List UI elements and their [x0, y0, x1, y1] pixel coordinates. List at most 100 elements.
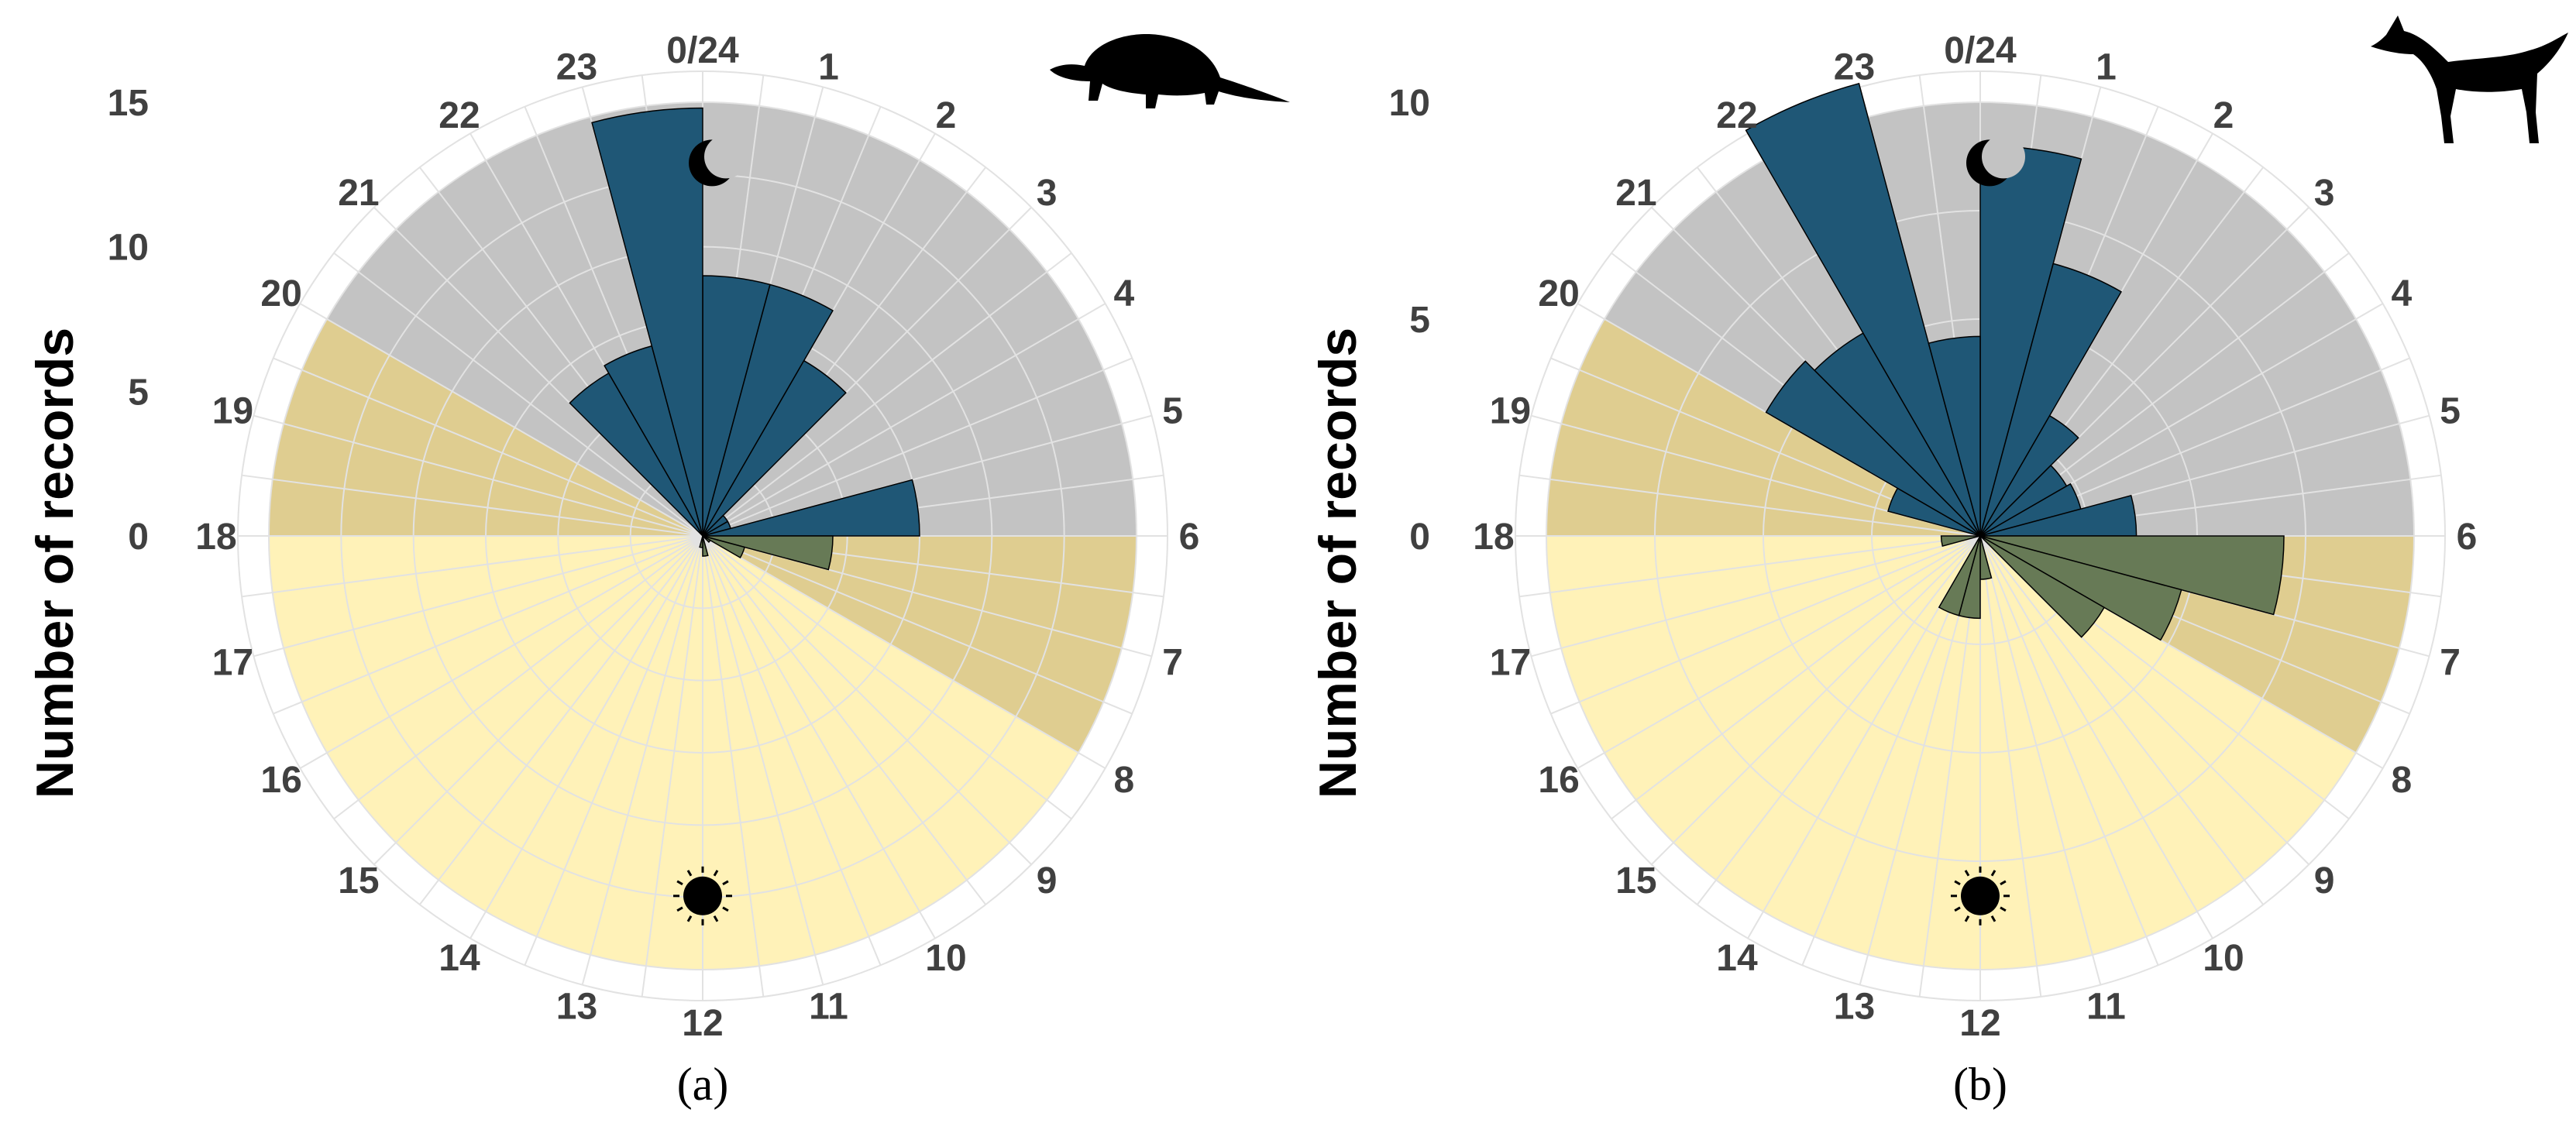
grid-spoke: [469, 535, 703, 939]
grid-spoke: [333, 535, 703, 820]
grid-spoke: [299, 535, 703, 769]
bar-hour-17: [1940, 535, 1981, 547]
hour-label-12: 12: [682, 1003, 723, 1044]
grid-spoke: [524, 535, 703, 966]
fox-icon: [2371, 15, 2568, 143]
hour-label-11: 11: [2086, 987, 2126, 1028]
armadillo-icon: [1050, 34, 1290, 108]
y-tick-label: 5: [128, 372, 149, 413]
bar-hour-7: [702, 535, 746, 559]
grid-spoke: [702, 535, 765, 998]
hour-label-13: 13: [556, 987, 597, 1028]
grid-spoke: [702, 535, 824, 985]
grid-spoke: [418, 535, 703, 905]
bar-hour-1: [702, 283, 834, 537]
twilight-sector: [703, 536, 1137, 753]
y-tick-label: 0: [1409, 517, 1430, 558]
panel-label: (b): [1953, 1059, 2007, 1110]
hour-label-23: 23: [1834, 46, 1875, 88]
grid-spoke: [702, 252, 1072, 537]
grid-spoke: [1979, 535, 2265, 905]
hour-label-15: 15: [1615, 860, 1656, 901]
hour-label-2: 2: [2213, 95, 2234, 136]
hour-label-16: 16: [260, 760, 301, 801]
polar-chart-a: 0/24 123456789101112131415161718192021222…: [26, 30, 1290, 1110]
twilight-sector: [269, 319, 703, 536]
grid-spoke: [702, 535, 936, 939]
sun-icon: [673, 866, 732, 925]
bar-hour-8: [1979, 535, 2106, 638]
hour-label-14: 14: [439, 938, 480, 979]
hour-label-5: 5: [1162, 391, 1183, 432]
hour-label-4: 4: [2392, 273, 2413, 314]
hour-label-14: 14: [1716, 938, 1758, 979]
grid-ring: [1515, 70, 2446, 1001]
hour-label-7: 7: [1162, 643, 1183, 684]
grid-spoke: [373, 535, 703, 865]
bar-hour-5: [702, 479, 920, 537]
bar-hour-23: [591, 107, 703, 537]
hour-label-20: 20: [1538, 273, 1579, 314]
hour-label-10: 10: [925, 938, 966, 979]
grid-spoke: [253, 414, 703, 537]
grid-ring: [237, 70, 1168, 1001]
moon-icon: [1966, 135, 2025, 187]
grid-spoke: [702, 535, 1106, 769]
y-axis-title: Number of records: [26, 328, 84, 798]
bar-hour-13: [1938, 535, 1981, 616]
grid-spoke: [1979, 535, 2159, 966]
hour-label-12: 12: [1959, 1003, 2000, 1044]
y-axis-title: Number of records: [1309, 328, 1367, 798]
hour-label-3: 3: [2314, 173, 2335, 214]
panel-label: (a): [677, 1059, 729, 1110]
hour-label-21: 21: [338, 173, 379, 214]
bar-hour-12: [699, 535, 703, 548]
hour-label-17: 17: [212, 643, 253, 684]
bar-hour-7: [1979, 535, 2182, 641]
grid-spoke: [702, 535, 882, 966]
grid-spoke: [241, 474, 703, 537]
grid-spoke: [1577, 535, 1981, 769]
bar-hour-23: [1928, 335, 1981, 537]
sun-icon: [1951, 866, 2010, 925]
bar-hour-2: [702, 359, 847, 537]
bars: [1745, 82, 2285, 641]
hour-label-19: 19: [212, 391, 253, 432]
hour-label-17: 17: [1490, 643, 1531, 684]
bar-hour-20: [1765, 360, 1981, 537]
hour-label-1: 1: [818, 46, 839, 88]
grid-spoke: [299, 303, 703, 537]
grid-spoke: [702, 535, 1072, 820]
hour-label-18: 18: [1473, 517, 1514, 558]
grid-spoke: [273, 357, 703, 537]
grid-spoke: [702, 303, 1106, 537]
y-tick-label: 5: [1409, 300, 1430, 341]
hour-label-9: 9: [2314, 860, 2335, 901]
grid-spoke: [1979, 535, 2042, 998]
hour-label-0: 0/24: [666, 30, 739, 71]
hour-label-18: 18: [195, 517, 236, 558]
grid-spoke: [1518, 474, 1981, 537]
y-tick-label: 0: [128, 517, 149, 558]
grid-spoke: [702, 357, 1133, 537]
hour-label-6: 6: [1179, 517, 1200, 558]
grid-spoke: [1531, 535, 1981, 658]
hour-label-1: 1: [2096, 46, 2117, 88]
grid-spoke: [702, 535, 1032, 865]
bar-hour-22: [1745, 82, 1981, 537]
moon-icon: [689, 135, 748, 187]
hour-label-16: 16: [1538, 760, 1579, 801]
grid-spoke: [1550, 535, 1981, 715]
grid-spoke: [1979, 535, 2213, 939]
grid-spoke: [273, 535, 703, 715]
hour-label-13: 13: [1834, 987, 1875, 1028]
hour-label-2: 2: [936, 95, 957, 136]
bar-hour-1: [1979, 263, 2123, 537]
hour-label-6: 6: [2457, 517, 2478, 558]
grid-ring: [1546, 101, 2415, 970]
grid-spoke: [581, 535, 703, 985]
grid-spoke: [253, 535, 703, 658]
grid-spoke: [702, 535, 1133, 715]
twilight-sector: [1546, 319, 1980, 536]
